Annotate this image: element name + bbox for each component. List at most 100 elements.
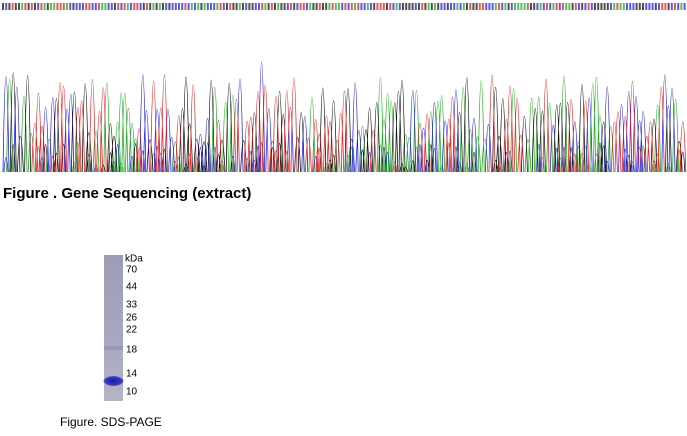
sequence-base bbox=[334, 3, 337, 10]
sequence-base bbox=[357, 3, 360, 10]
sequence-base bbox=[562, 3, 564, 10]
sequence-base bbox=[290, 3, 292, 10]
sequence-base bbox=[341, 3, 344, 10]
sequence-base bbox=[238, 3, 241, 10]
sequence-base bbox=[82, 3, 84, 10]
sequence-base bbox=[411, 3, 414, 10]
sequence-base bbox=[43, 3, 46, 10]
sequence-base bbox=[344, 3, 347, 10]
sequence-base bbox=[642, 3, 644, 10]
sequence-base bbox=[213, 3, 216, 10]
sequence-base bbox=[293, 3, 296, 10]
sequence-base bbox=[59, 3, 62, 10]
sequence-base bbox=[514, 3, 516, 10]
sequence-base bbox=[590, 3, 593, 10]
sequence-base bbox=[184, 3, 187, 10]
sequence-base bbox=[440, 3, 443, 10]
sequence-base bbox=[232, 3, 235, 10]
sequence-base bbox=[229, 3, 232, 10]
sequence-base bbox=[171, 3, 174, 10]
sequence-base bbox=[587, 3, 590, 10]
sequence-base bbox=[94, 3, 97, 10]
sequence-base bbox=[66, 3, 68, 10]
sequence-base bbox=[200, 3, 203, 10]
sequence-base bbox=[600, 3, 603, 10]
sequence-base bbox=[520, 3, 523, 10]
sequence-base bbox=[40, 3, 43, 10]
sequence-base bbox=[571, 3, 574, 10]
sequence-base bbox=[107, 3, 110, 10]
sequence-base bbox=[152, 3, 155, 10]
sequence-base bbox=[424, 3, 427, 10]
sequence-base bbox=[414, 3, 417, 10]
sequence-base bbox=[443, 3, 446, 10]
sequence-base bbox=[302, 3, 305, 10]
sequence-base bbox=[11, 3, 14, 10]
sequence-base bbox=[126, 3, 129, 10]
sequence-base bbox=[546, 3, 548, 10]
marker-label: 10 bbox=[126, 387, 138, 398]
marker-label: 22 bbox=[126, 325, 138, 336]
sequence-base bbox=[373, 3, 376, 10]
sequence-base bbox=[18, 3, 20, 10]
sequence-base bbox=[654, 3, 657, 10]
sequence-base bbox=[542, 3, 545, 10]
sequence-base bbox=[117, 3, 120, 10]
sequence-base bbox=[638, 3, 641, 10]
sequence-base bbox=[658, 3, 660, 10]
sequence-base bbox=[347, 3, 350, 10]
sequence-base bbox=[50, 3, 52, 10]
marker-label: 18 bbox=[126, 345, 138, 356]
sequence-base bbox=[219, 3, 222, 10]
protein-band bbox=[103, 376, 124, 386]
figure-caption: Figure . Gene Sequencing (extract) bbox=[3, 185, 252, 202]
sequence-base bbox=[283, 3, 286, 10]
sequence-base bbox=[30, 3, 33, 10]
sequence-base bbox=[472, 3, 475, 10]
sequence-base bbox=[130, 3, 132, 10]
marker-label: 26 bbox=[126, 313, 138, 324]
sequence-base bbox=[398, 3, 401, 10]
sequence-base bbox=[210, 3, 212, 10]
chromatogram bbox=[2, 3, 687, 173]
sequence-base bbox=[8, 3, 11, 10]
sequence-base bbox=[629, 3, 632, 10]
sequence-base bbox=[142, 3, 145, 10]
sequence-base bbox=[379, 3, 382, 10]
sequence-base bbox=[203, 3, 206, 10]
sequence-base bbox=[242, 3, 244, 10]
sequence-base bbox=[309, 3, 312, 10]
sequence-base bbox=[606, 3, 609, 10]
gel-lane bbox=[104, 255, 123, 401]
sequence-base bbox=[104, 3, 107, 10]
sequence-base bbox=[405, 3, 408, 10]
sequence-base bbox=[594, 3, 596, 10]
sequence-base bbox=[475, 3, 478, 10]
sequence-base bbox=[539, 3, 542, 10]
sequence-base bbox=[27, 3, 30, 10]
figure-caption: Figure. SDS-PAGE bbox=[60, 415, 162, 429]
sequence-base bbox=[91, 3, 94, 10]
sequence-base bbox=[670, 3, 673, 10]
sequence-base bbox=[453, 3, 456, 10]
sequence-base bbox=[78, 3, 81, 10]
sequence-base bbox=[485, 3, 488, 10]
sequence-base bbox=[363, 3, 366, 10]
marker-label: 33 bbox=[126, 300, 138, 311]
sequence-base bbox=[245, 3, 248, 10]
sequence-base bbox=[62, 3, 65, 10]
sequence-base bbox=[258, 3, 260, 10]
sequence-base bbox=[584, 3, 587, 10]
sequence-base bbox=[635, 3, 638, 10]
sequence-base bbox=[37, 3, 40, 10]
sequence-base bbox=[677, 3, 680, 10]
sequence-base bbox=[661, 3, 664, 10]
sequence-base bbox=[306, 3, 308, 10]
trace bbox=[9, 72, 686, 173]
sequence-base bbox=[648, 3, 651, 10]
sequence-base bbox=[610, 3, 612, 10]
sequence-base bbox=[456, 3, 459, 10]
sequence-base bbox=[331, 3, 334, 10]
sequence-base bbox=[578, 3, 580, 10]
sequence-base bbox=[264, 3, 267, 10]
